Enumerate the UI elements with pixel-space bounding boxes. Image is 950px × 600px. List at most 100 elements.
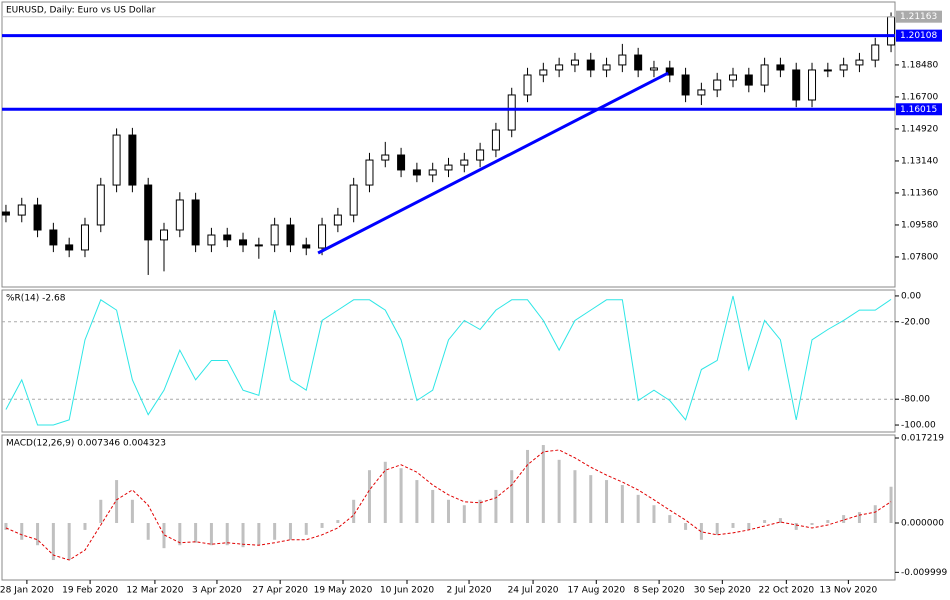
x-tick-label: 13 Nov 2020 xyxy=(820,586,878,596)
macd-bar xyxy=(462,505,466,523)
macd-bar xyxy=(605,480,609,523)
macd-bar xyxy=(731,522,735,528)
macd-bar xyxy=(857,512,861,523)
macd-bar xyxy=(842,515,846,523)
macd-bar xyxy=(130,499,134,523)
macd-bar xyxy=(304,522,308,535)
macd-bar xyxy=(146,522,150,540)
x-tick-label: 30 Sep 2020 xyxy=(694,586,751,596)
macd-bar xyxy=(241,522,245,548)
candle-body xyxy=(302,244,311,249)
macd-bar xyxy=(320,522,324,528)
candle-body xyxy=(602,64,611,71)
candle-body xyxy=(17,204,26,216)
candle-body xyxy=(318,224,327,249)
candle-body xyxy=(476,149,485,161)
candle-body xyxy=(713,79,722,91)
candle-body xyxy=(855,59,864,66)
macd-bar xyxy=(67,522,71,561)
candle-body xyxy=(887,16,896,46)
panel-title: MACD(12,26,9) 0.007346 0.004323 xyxy=(6,439,166,449)
last-price-bg xyxy=(896,10,942,23)
candle-body xyxy=(33,204,42,231)
candle-body xyxy=(728,74,737,81)
macd-bar xyxy=(494,489,498,523)
candle-body xyxy=(649,67,658,71)
candle-body xyxy=(333,214,342,226)
y-tick-label: 1.14920 xyxy=(901,124,938,134)
macd-bar xyxy=(747,522,751,530)
y-tick-label: 0.017219 xyxy=(901,434,944,444)
y-tick-label: -20.00 xyxy=(901,317,930,327)
macd-bar xyxy=(367,470,371,523)
macd-bar xyxy=(352,499,356,523)
candle-body xyxy=(760,64,769,86)
macd-bar xyxy=(510,470,514,523)
macd-bar xyxy=(36,522,40,546)
macd-bar xyxy=(763,520,767,523)
y-tick-label: 1.07800 xyxy=(901,252,938,262)
macd-bar xyxy=(684,522,688,530)
wpr-line xyxy=(5,295,892,426)
y-tick-label: 1.16700 xyxy=(901,92,938,102)
candle-body xyxy=(839,64,848,71)
macd-bar xyxy=(336,520,340,523)
macd-bar xyxy=(573,470,577,523)
hline-label: 1.16015 xyxy=(900,105,937,115)
x-tick-label: 19 May 2020 xyxy=(314,586,373,596)
hline-label-bg xyxy=(896,103,942,116)
candle-body xyxy=(80,224,89,251)
macd-bar xyxy=(620,484,624,523)
x-tick-label: 8 Sep 2020 xyxy=(633,586,685,596)
candle-body xyxy=(491,129,500,151)
y-tick-label: 1.11360 xyxy=(901,188,938,198)
candle-body xyxy=(160,229,169,241)
y-tick-label: 1.18480 xyxy=(901,60,938,70)
candle-body xyxy=(871,44,880,61)
candle-body xyxy=(555,64,564,71)
candle-body xyxy=(776,64,785,71)
candle-body xyxy=(223,234,232,241)
macd-bar xyxy=(209,522,213,546)
candle-body xyxy=(697,89,706,96)
macd-bar xyxy=(194,522,198,543)
candle-body xyxy=(792,69,801,101)
candle-body xyxy=(397,154,406,171)
macd-bar xyxy=(383,461,387,523)
candle-body xyxy=(744,74,753,86)
x-tick-label: 27 Apr 2020 xyxy=(252,586,308,596)
panel-title: %R(14) -2.68 xyxy=(6,294,66,304)
hline-label-bg xyxy=(896,29,942,42)
macd-bar xyxy=(4,522,8,530)
candle-body xyxy=(1,211,10,216)
candle-body xyxy=(286,224,295,246)
candle-body xyxy=(444,164,453,171)
macd-bar xyxy=(699,522,703,540)
macd-bar xyxy=(889,486,893,523)
y-tick-label: 0.00 xyxy=(901,291,921,301)
candle-body xyxy=(207,234,216,246)
candle-body xyxy=(460,159,469,166)
signal-line xyxy=(5,449,892,561)
macd-bar xyxy=(83,522,87,530)
macd-bar xyxy=(636,494,640,523)
candle-body xyxy=(539,69,548,76)
candle-body xyxy=(65,244,74,251)
macd-bar xyxy=(589,475,593,523)
y-tick-label: 1.09580 xyxy=(901,220,938,230)
macd-bar xyxy=(115,480,119,523)
macd-bar xyxy=(225,522,229,546)
candle-body xyxy=(586,59,595,71)
macd-bar xyxy=(873,505,877,523)
macd-bar xyxy=(273,522,277,540)
macd-bar xyxy=(557,459,561,523)
macd-bar xyxy=(20,522,24,540)
macd-bar xyxy=(51,522,55,561)
macd-bar xyxy=(399,468,403,523)
macd-bar xyxy=(810,522,814,525)
panel-frame xyxy=(1,289,896,433)
x-tick-label: 12 Mar 2020 xyxy=(126,586,183,596)
candle-body xyxy=(618,54,627,66)
macd-bar xyxy=(288,522,292,540)
